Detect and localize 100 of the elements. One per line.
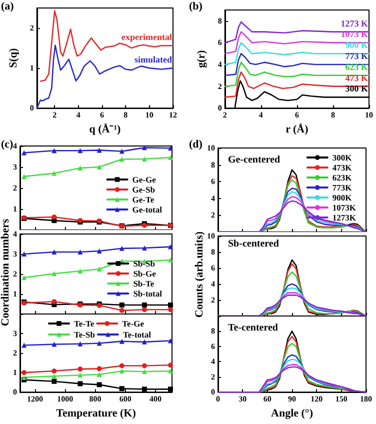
y-tick-label: 0 bbox=[211, 388, 215, 397]
y-tick-label: 2 bbox=[13, 184, 17, 192]
x-tick-label: 60 bbox=[263, 394, 272, 404]
y-tick-label: 4 bbox=[211, 280, 215, 288]
point bbox=[119, 156, 124, 162]
y-tick-label: 1 bbox=[13, 368, 17, 378]
x-tick-label: 12 bbox=[169, 110, 177, 120]
y-tick-label: 2 bbox=[211, 296, 215, 304]
y-tick-label: 3 bbox=[13, 162, 17, 172]
y-tick-label: 2 bbox=[30, 24, 34, 33]
line-series bbox=[224, 42, 370, 66]
point bbox=[52, 342, 57, 347]
y-tick-label: 4 bbox=[13, 142, 17, 150]
x-tick-label: 6 bbox=[294, 110, 299, 120]
x-tick-label: 90 bbox=[288, 394, 296, 404]
x-tick-label: 120 bbox=[310, 394, 323, 404]
y-tick-label: 2 bbox=[218, 82, 222, 91]
point bbox=[142, 246, 147, 250]
point bbox=[142, 145, 147, 150]
y-tick-label: 4 bbox=[211, 194, 215, 203]
point bbox=[96, 148, 102, 153]
x-tick-label: 1200 bbox=[27, 394, 44, 404]
x-axis-title: r (Å) bbox=[286, 122, 309, 136]
y-tick-label: 2 bbox=[211, 210, 215, 220]
legend-label: 300K bbox=[332, 152, 352, 162]
y-tick-label: 2 bbox=[13, 270, 17, 278]
legend-label: Te-Te bbox=[74, 318, 94, 328]
x-tick-label: 800 bbox=[89, 394, 102, 404]
point bbox=[22, 374, 27, 380]
line-series bbox=[40, 10, 174, 82]
point bbox=[168, 362, 173, 368]
point bbox=[22, 275, 27, 280]
point bbox=[52, 214, 57, 220]
legend-label: 900K bbox=[332, 192, 352, 202]
point bbox=[78, 250, 83, 254]
series-label: simulated bbox=[134, 54, 172, 65]
series-label: 623 K bbox=[345, 62, 368, 72]
x-tick-label: 1000 bbox=[57, 394, 74, 404]
point bbox=[142, 386, 147, 392]
chart-title: (d) bbox=[189, 138, 203, 150]
y-tick-label: 6 bbox=[211, 342, 215, 351]
chart-title: (a) bbox=[1, 0, 14, 12]
point bbox=[168, 338, 173, 344]
y-tick-label: 6 bbox=[218, 38, 222, 48]
chart-title: (b) bbox=[189, 0, 203, 12]
legend-label: Sb-Te bbox=[133, 278, 154, 288]
series-label: experimental bbox=[122, 32, 172, 42]
point bbox=[52, 148, 57, 154]
y-tick-label: 3 bbox=[13, 329, 17, 338]
point bbox=[52, 250, 57, 254]
point bbox=[78, 166, 83, 171]
legend-label: Ge-Sb bbox=[132, 184, 156, 194]
line-series bbox=[224, 21, 370, 44]
point bbox=[52, 378, 57, 384]
point bbox=[168, 146, 173, 151]
x-tick-label: 4 bbox=[76, 110, 80, 120]
y-tick-label: 8 bbox=[211, 326, 215, 336]
series-label: 1273 K bbox=[340, 18, 368, 28]
point bbox=[119, 308, 124, 313]
legend-label: Te-Sb bbox=[74, 330, 96, 340]
legend-label: 1273K bbox=[332, 212, 356, 222]
x-tick-label: 10 bbox=[145, 110, 154, 120]
y-axis-title: Counts (arb.units) bbox=[194, 230, 206, 320]
point bbox=[142, 369, 147, 374]
x-tick-label: 180 bbox=[360, 394, 372, 404]
point bbox=[78, 268, 83, 274]
point bbox=[78, 372, 83, 378]
y-tick-label: 1 bbox=[13, 290, 17, 298]
point bbox=[96, 340, 102, 346]
chart-title: (c) bbox=[1, 138, 14, 150]
point bbox=[142, 363, 147, 368]
y-tick-label: 8 bbox=[211, 160, 215, 170]
y-axis-title: S(q) bbox=[8, 48, 20, 68]
x-axis-title: Temperature (K) bbox=[56, 408, 136, 420]
legend-label: 473K bbox=[332, 162, 352, 172]
y-tick-label: 8 bbox=[218, 16, 222, 26]
line-series bbox=[224, 31, 370, 54]
y-tick-label: 6 bbox=[211, 177, 215, 186]
x-tick-label: 4 bbox=[258, 110, 263, 120]
point bbox=[22, 174, 27, 179]
point bbox=[119, 368, 124, 374]
x-tick-label: 6 bbox=[100, 110, 104, 120]
legend-label: Te-total bbox=[122, 330, 152, 340]
annotation: Ge-centered bbox=[228, 154, 280, 166]
y-tick-label: 10 bbox=[207, 232, 215, 240]
x-tick-label: 30 bbox=[238, 394, 247, 404]
y-axis-title: Coordination numbers bbox=[0, 217, 12, 328]
y-tick-label: 0 bbox=[30, 104, 34, 113]
line-series bbox=[224, 71, 370, 98]
y-tick-label: 0 bbox=[218, 104, 222, 113]
x-tick-label: 2 bbox=[52, 110, 57, 120]
point bbox=[119, 386, 124, 392]
point bbox=[119, 246, 124, 251]
legend-label: 623K bbox=[332, 172, 352, 182]
point bbox=[96, 248, 102, 254]
y-tick-label: 3 bbox=[13, 250, 17, 258]
point bbox=[119, 148, 124, 154]
legend-label: 1073K bbox=[332, 202, 356, 212]
annotation: Te-centered bbox=[228, 322, 278, 334]
point bbox=[119, 302, 124, 308]
